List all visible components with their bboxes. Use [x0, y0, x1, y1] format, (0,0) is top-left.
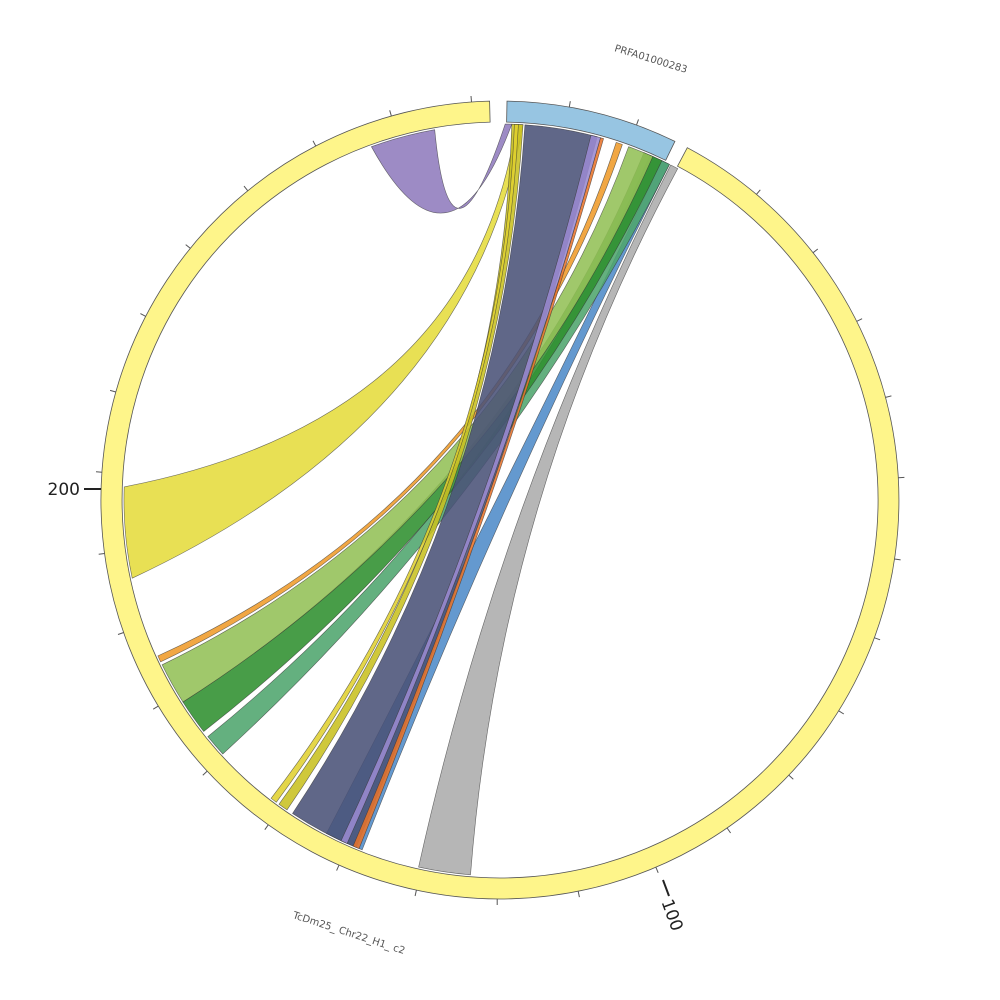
chr22-tick — [894, 558, 901, 561]
chr22-tick — [885, 395, 892, 398]
chr22-tick — [726, 827, 732, 834]
segment-label-prfa: PRFA01000283 — [613, 43, 688, 76]
chr22-tick — [577, 891, 580, 898]
tick-200-marker: 200 — [48, 480, 101, 500]
ribbon-grey — [418, 164, 679, 876]
chr22-tick — [202, 770, 208, 776]
ribbon-lavender — [340, 134, 601, 844]
chr22-tick — [788, 774, 794, 780]
tick-layer — [95, 95, 905, 905]
chr22-tick — [389, 110, 392, 117]
ribbon-light_green — [161, 146, 654, 703]
chr22-tick — [185, 244, 191, 249]
ribbon-layer — [123, 123, 679, 876]
ribbon-purple_self — [370, 123, 513, 214]
chr22-tick — [812, 248, 819, 254]
chr22-tick — [243, 185, 249, 192]
chr22-tick — [95, 471, 103, 473]
segment-label-chr22: TcDm25_ Chr22_H1_ c2 — [290, 910, 406, 957]
segment-layer — [100, 100, 900, 900]
chr22-tick — [856, 318, 863, 322]
chr22-tick — [140, 313, 147, 317]
chr22-tick — [655, 867, 659, 873]
tick-label-100: 100 — [657, 897, 687, 934]
chr22-tick — [98, 553, 105, 555]
prfa-tick — [568, 101, 571, 108]
chr22-tick — [470, 95, 472, 103]
segment-chr22 — [100, 100, 900, 900]
ribbon-olive — [278, 123, 524, 811]
prfa-tick — [636, 119, 639, 126]
chr22-tick — [414, 889, 417, 897]
chr22-tick — [874, 637, 881, 641]
chr22-tick — [312, 140, 317, 147]
chr22-tick — [264, 824, 269, 830]
ribbon-yellow_thin — [270, 123, 519, 803]
tick-label-200: 200 — [48, 480, 80, 500]
chr22-tick — [838, 710, 845, 715]
chr22-tick — [109, 389, 117, 393]
tick-100-marker: 100 — [657, 879, 687, 934]
chr22-tick — [117, 632, 124, 635]
chr22-tick — [756, 189, 761, 195]
ribbon-orange_b — [157, 142, 623, 663]
chr22-tick — [336, 864, 340, 871]
chr22-tick — [152, 705, 159, 710]
segment-prfa — [506, 100, 676, 161]
